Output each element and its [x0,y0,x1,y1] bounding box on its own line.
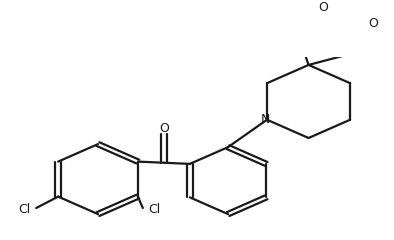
Text: O: O [319,0,329,14]
Text: O: O [159,122,169,135]
Text: O: O [369,17,379,30]
Text: Cl: Cl [149,203,161,216]
Text: Cl: Cl [18,203,30,216]
Text: N: N [260,113,269,126]
